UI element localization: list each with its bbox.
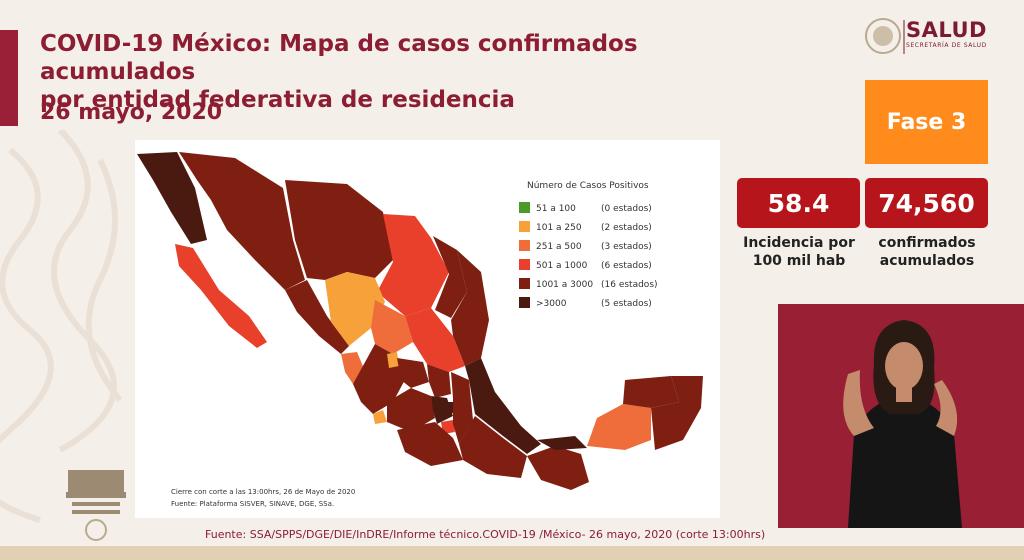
state-durango <box>325 272 385 346</box>
map-panel: Número de Casos Positivos 51 a 100 (0 est… <box>135 140 720 518</box>
state-oaxaca <box>459 416 527 478</box>
logo-subtitle: SECRETARÍA DE SALUD <box>906 42 987 49</box>
legend-range: 251 a 500 <box>536 242 582 252</box>
legend-swatch <box>519 278 530 289</box>
report-date: 26 mayo, 2020 <box>40 100 223 125</box>
legend-count: (3 estados) <box>601 242 652 252</box>
legend-count: (16 estados) <box>601 280 658 290</box>
legend-range: 501 a 1000 <box>536 261 588 271</box>
legend-count: (5 estados) <box>601 299 652 309</box>
cutoff-note: Cierre con corte a las 13:00hrs, 26 de M… <box>171 488 355 496</box>
footer-strip <box>0 546 1024 560</box>
title-line-2: por entidad federativa de residencia <box>40 87 515 113</box>
logo-title: SALUD <box>906 18 987 42</box>
incidence-label-line-2: 100 mil hab <box>752 253 846 269</box>
legend-swatch <box>519 259 530 270</box>
state-guanajuato <box>397 358 429 388</box>
incidence-label-line-1: Incidencia por <box>743 235 855 251</box>
state-coahuila <box>377 214 449 316</box>
platform-note: Fuente: Plataforma SISVER, SINAVE, DGE, … <box>171 500 334 508</box>
state-nuevo-leon <box>433 236 467 318</box>
source-note: Fuente: SSA/SPPS/DGE/DIE/InDRE/Informe t… <box>205 528 766 541</box>
legend-count: (0 estados) <box>601 204 652 214</box>
state-guerrero <box>397 422 463 466</box>
state-chiapas <box>527 446 589 490</box>
legend-range: 51 a 100 <box>536 204 576 214</box>
legend-swatch <box>519 297 530 308</box>
incidence-value: 58.4 <box>737 178 860 228</box>
legend-swatch <box>519 240 530 251</box>
header-accent-bar <box>0 30 18 126</box>
state-veracruz <box>465 358 541 454</box>
state-sonora <box>179 152 305 290</box>
state-quintana-roo <box>651 376 703 450</box>
state-hidalgo <box>427 364 451 398</box>
state-zacatecas <box>371 300 413 354</box>
government-seal-icon <box>865 18 905 54</box>
title-line-1: COVID-19 México: Mapa de casos confirmad… <box>40 31 638 85</box>
state-michoacan <box>387 388 435 432</box>
legend-range: >3000 <box>536 299 567 309</box>
mexico-map: Número de Casos Positivos 51 a 100 (0 est… <box>137 152 703 508</box>
historical-figures-emblem-icon <box>66 470 126 541</box>
state-san-luis-potosi <box>405 308 465 372</box>
state-campeche <box>587 404 651 450</box>
state-colima <box>373 410 387 424</box>
legend-count: (6 estados) <box>601 261 652 271</box>
legend-count: (2 estados) <box>601 223 652 233</box>
state-baja-california-sur <box>175 244 267 348</box>
interpreter-figure-icon <box>843 320 962 528</box>
state-aguascalientes <box>387 352 399 368</box>
legend-swatch <box>519 221 530 232</box>
state-tabasco <box>537 436 587 450</box>
phase-badge: Fase 3 <box>865 80 988 164</box>
legend-title: Número de Casos Positivos <box>527 181 649 191</box>
incidence-label: Incidencia por 100 mil hab <box>730 234 868 270</box>
sign-language-interpreter-video <box>778 304 1024 528</box>
state-sinaloa <box>285 280 349 354</box>
state-yucatan <box>623 376 679 408</box>
confirmed-label-line-1: confirmados <box>878 235 976 251</box>
map-legend: Número de Casos Positivos 51 a 100 (0 est… <box>519 181 658 309</box>
confirmed-label-line-2: acumulados <box>879 253 975 269</box>
state-tamaulipas <box>451 250 489 366</box>
legend-swatch <box>519 202 530 213</box>
confirmed-value: 74,560 <box>865 178 988 228</box>
legend-range: 1001 a 3000 <box>536 280 593 290</box>
state-chihuahua <box>285 180 393 280</box>
legend-range: 101 a 250 <box>536 223 582 233</box>
background-pattern <box>0 130 123 523</box>
page-title: COVID-19 México: Mapa de casos confirmad… <box>40 30 800 114</box>
state-puebla <box>451 372 473 444</box>
state-baja-california <box>137 152 207 244</box>
confirmed-label: confirmados acumulados <box>862 234 992 270</box>
